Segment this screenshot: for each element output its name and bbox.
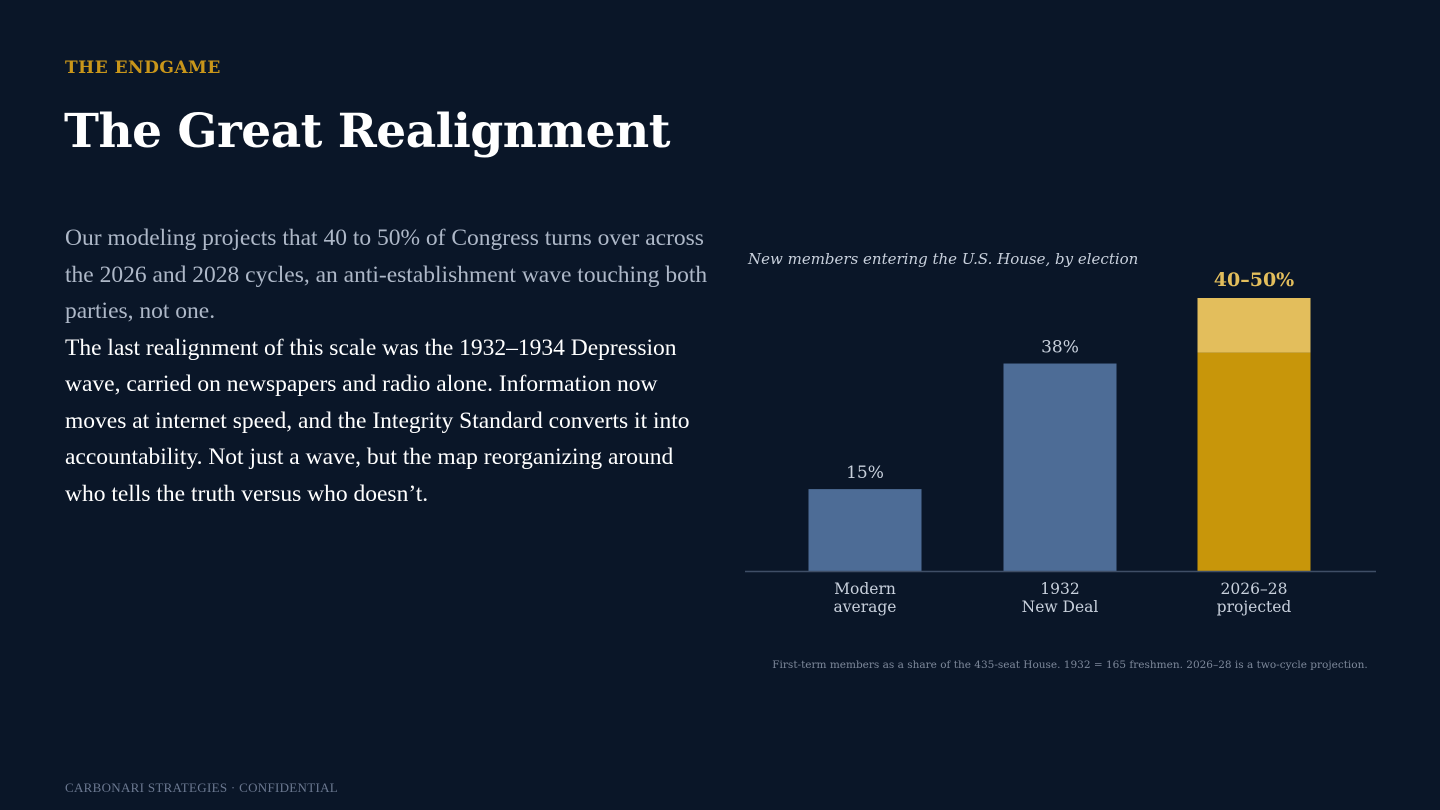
chart-subtitle: New members entering the U.S. House, by … bbox=[747, 250, 1138, 268]
chart-footnote: First-term members as a share of the 435… bbox=[772, 659, 1367, 671]
body-text: Our modeling projects that 40 to 50% of … bbox=[65, 220, 715, 512]
footer-confidential: CARBONARI STRATEGIES · CONFIDENTIAL bbox=[65, 780, 339, 795]
bar-0 bbox=[808, 489, 922, 571]
body-paragraph-history: The last realignment of this scale was t… bbox=[65, 334, 690, 507]
bar-1 bbox=[1003, 363, 1117, 571]
category-label-0-line-0: Modern bbox=[834, 580, 896, 598]
category-label-1-line-0: 1932 bbox=[1040, 580, 1079, 598]
category-label-0-line-1: average bbox=[834, 598, 897, 616]
eyebrow-label: THE ENDGAME bbox=[65, 58, 221, 78]
bar-2 bbox=[1197, 352, 1311, 571]
category-label-2-line-1: projected bbox=[1217, 598, 1292, 616]
data-label-0: 15% bbox=[846, 463, 884, 483]
bar-range-2 bbox=[1197, 298, 1311, 353]
category-label-1-line-1: New Deal bbox=[1022, 598, 1099, 616]
slide-title: The Great Realignment bbox=[64, 104, 670, 159]
data-label-1: 38% bbox=[1041, 338, 1079, 358]
category-label-2-line-0: 2026–28 bbox=[1221, 580, 1288, 598]
body-paragraph-projection: Our modeling projects that 40 to 50% of … bbox=[65, 225, 708, 324]
data-label-2: 40–50% bbox=[1214, 269, 1294, 291]
